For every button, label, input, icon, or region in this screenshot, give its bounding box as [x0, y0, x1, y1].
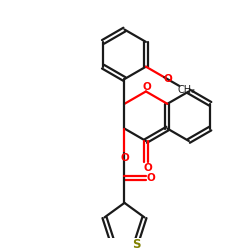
Text: CH₃: CH₃	[178, 85, 196, 95]
Text: O: O	[163, 74, 172, 84]
Text: S: S	[132, 238, 141, 250]
Text: O: O	[147, 173, 156, 183]
Text: O: O	[144, 163, 152, 173]
Text: O: O	[142, 82, 151, 92]
Text: O: O	[120, 153, 129, 163]
